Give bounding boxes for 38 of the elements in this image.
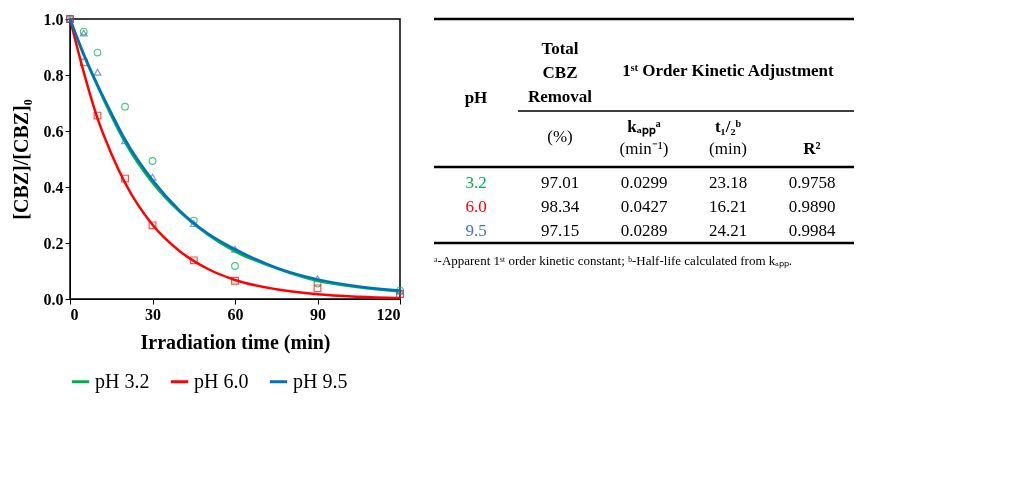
x-tick-label: 30 — [145, 305, 161, 323]
text: 0.0299 — [620, 173, 668, 192]
y-tick-label: 0.6 — [43, 122, 64, 140]
x-axis-title: Irradiation time (min) — [140, 330, 331, 354]
text: 0.0427 — [620, 197, 668, 216]
text: 97.15 — [540, 221, 580, 240]
category-label: 6.0 — [465, 197, 487, 216]
x-tick-label: 60 — [227, 305, 244, 323]
text: 0.0289 — [620, 221, 668, 240]
text: 16.21 — [708, 197, 748, 216]
text: 1ˢᵗ Order Kinetic Adjustment — [622, 61, 835, 80]
category-label: kₐₚₚᵃ (min⁻¹) — [619, 117, 669, 158]
x-tick-label: 90 — [310, 305, 326, 323]
y-axis-title: [CBZ]/[CBZ]₀ — [9, 99, 32, 220]
text: 0.9984 — [788, 221, 836, 240]
legend-label: pH 6.0 — [194, 369, 249, 393]
category-label: pH — [464, 87, 488, 107]
legend-label: pH 3.2 — [95, 369, 150, 393]
category-label: Total CBZ Removal (%) — [527, 39, 593, 146]
text: 23.18 — [708, 173, 748, 192]
text: 97.01 — [540, 173, 580, 192]
y-tick-label: 0.2 — [43, 234, 64, 252]
legend-label: pH 9.5 — [293, 369, 348, 393]
category-label: 3.2 — [465, 173, 487, 192]
text: 24.21 — [708, 221, 748, 240]
category-label: R² — [803, 139, 821, 158]
text: 0.9890 — [788, 197, 836, 216]
text: ᵃ-Apparent 1ˢᵗ order kinetic constant; ᵇ-Half-life calculated from kₐₚₚ. — [434, 253, 793, 269]
y-tick-label: 0.8 — [43, 66, 64, 84]
y-tick-label: 1.0 — [43, 10, 64, 28]
x-tick-label: 0 — [70, 305, 79, 323]
y-tick-label: 0.0 — [43, 290, 64, 308]
text: 0.9758 — [788, 173, 836, 192]
category-label: 9.5 — [465, 221, 487, 240]
text: 98.34 — [540, 197, 580, 216]
category-label: t₁/₂ᵇ (min) — [709, 117, 747, 158]
y-tick-label: 0.4 — [43, 178, 64, 196]
x-tick-label: 120 — [376, 305, 401, 323]
